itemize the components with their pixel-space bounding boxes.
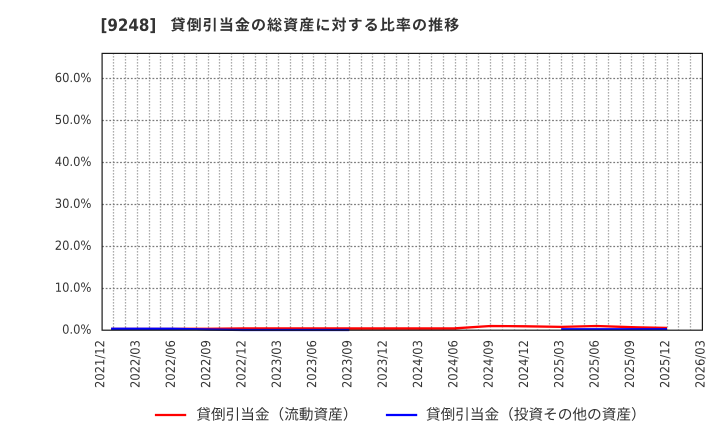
legend-label-current-assets bbox=[196, 407, 348, 421]
legend bbox=[154, 407, 636, 421]
legend-label-investments bbox=[426, 407, 636, 421]
grid-lines bbox=[102, 53, 703, 331]
plot-border bbox=[101, 52, 703, 331]
chart-title-name bbox=[170, 17, 459, 32]
chart-title bbox=[101, 17, 459, 34]
